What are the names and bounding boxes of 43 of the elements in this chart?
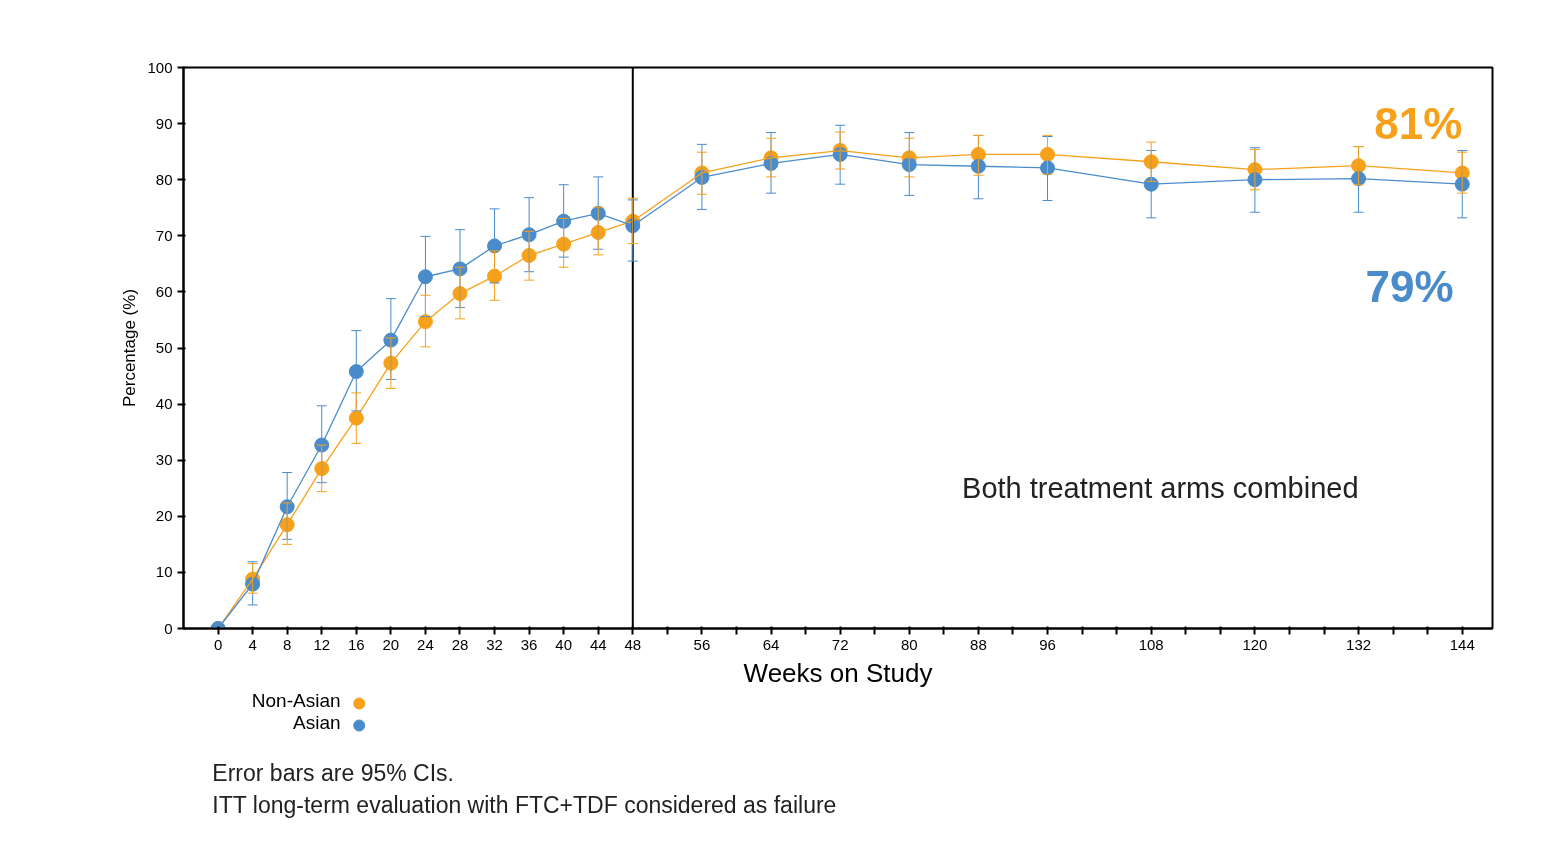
x-tick-label: 72 [831,635,849,653]
y-tick-label: 70 [155,226,173,244]
x-tick-label: 144 [1449,635,1475,653]
y-tick-label: 30 [155,451,173,469]
annotation: 79% [1365,261,1454,311]
y-tick-label: 20 [155,507,173,525]
x-tick-label: 48 [624,635,642,653]
x-tick-label: 88 [970,635,987,653]
x-tick-label: 132 [1346,635,1372,653]
x-tick-label: 96 [1039,635,1056,653]
x-tick-label: 0 [213,635,223,653]
x-tick-label: 56 [693,635,711,653]
legend-label: Non-Asian [251,690,341,711]
annotation: 81% [1374,99,1463,149]
x-tick-label: 28 [451,635,469,653]
x-tick-label: 120 [1242,635,1268,653]
x-tick-label: 12 [313,635,331,653]
x-tick-label: 8 [283,635,292,653]
x-tick-label: 108 [1138,635,1164,653]
y-tick-label: 10 [155,563,173,581]
y-tick-label: 40 [155,395,173,413]
x-tick-label: 16 [347,635,365,653]
x-tick-label: 40 [555,635,573,653]
x-tick-label: 44 [589,635,607,653]
y-tick-label: 0 [164,619,173,637]
annotation: Both treatment arms combined [962,472,1359,505]
x-tick-label: 4 [248,635,257,653]
x-tick-label: 80 [900,635,918,653]
x-tick-label: 20 [382,635,400,653]
y-tick-label: 90 [155,114,173,132]
legend-label: Asian [293,712,341,733]
x-tick-label: 24 [417,635,434,653]
x-axis-title: Weeks on Study [743,657,933,688]
y-axis-title: Percentage (%) [120,288,140,408]
text: Error bars are 95% CIs. [212,759,454,786]
x-tick-label: 36 [520,635,538,653]
x-tick-label: 32 [486,635,503,653]
text: ITT long-term evaluation with FTC+TDF considered as failure [212,791,837,818]
x-tick-label: 64 [762,635,780,653]
y-tick-label: 80 [155,170,173,188]
y-tick-label: 60 [155,282,173,300]
y-tick-label: 100 [147,58,173,76]
y-tick-label: 50 [155,339,173,356]
